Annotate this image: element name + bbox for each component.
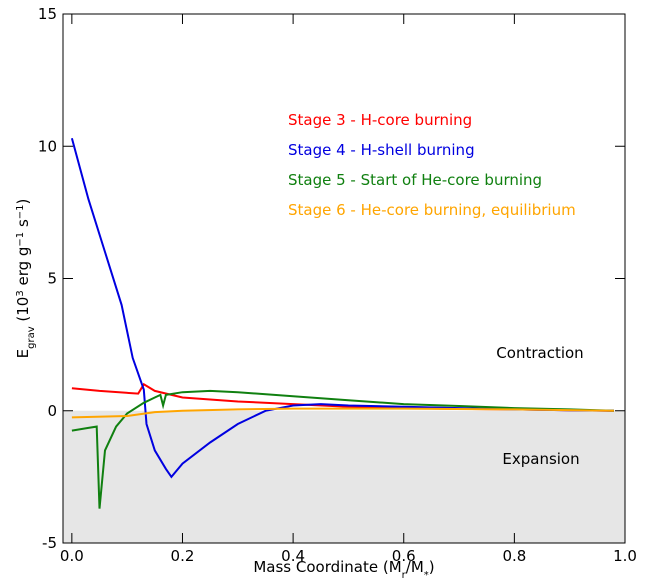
x-tick-label: 0.2: [171, 547, 195, 565]
annotation: Contraction: [496, 344, 583, 362]
label-part: /M: [406, 558, 424, 576]
y-axis-label: Egrav (103 erg g−1 s−1): [14, 199, 37, 359]
label-part: ): [14, 199, 32, 205]
label-part: Mass Coordinate (M: [253, 558, 401, 576]
label-part: −1: [15, 232, 26, 247]
legend-entry: Stage 4 - H-shell burning: [288, 141, 475, 159]
x-tick-label: 1.0: [613, 547, 637, 565]
label-part: r: [402, 570, 407, 579]
label-part: s: [14, 219, 32, 232]
annotation: Expansion: [502, 450, 579, 468]
series-line: [71, 407, 614, 419]
series-line: [70, 138, 614, 479]
series-line: [71, 389, 614, 509]
x-axis-label: Mass Coordinate (Mr/M*): [253, 558, 434, 579]
label-part: (10: [14, 297, 32, 327]
legend-entry: Stage 3 - H-core burning: [288, 111, 472, 129]
x-tick-label: 0.8: [502, 547, 526, 565]
x-tick-label: 0.0: [60, 547, 84, 565]
y-tick-label: 10: [38, 137, 57, 155]
legend-entry: Stage 6 - He-core burning, equilibrium: [288, 201, 576, 219]
label-part: grav: [26, 326, 37, 349]
y-tick-label: 15: [38, 5, 57, 23]
label-part: erg g: [14, 247, 32, 291]
x-tick-label: 0.6: [392, 547, 416, 565]
label-part: −1: [15, 204, 26, 219]
label-part: E: [14, 349, 32, 358]
legend-entry: Stage 5 - Start of He-core burning: [288, 171, 542, 189]
label-part: *: [424, 570, 429, 579]
x-tick-label: 0.4: [281, 547, 305, 565]
label-part: 3: [15, 290, 26, 296]
y-tick-label: -5: [42, 534, 57, 552]
y-tick-label: 5: [47, 270, 57, 288]
expansion-region: [63, 410, 625, 543]
label-part: ): [429, 558, 435, 576]
y-tick-label: 0: [47, 402, 57, 420]
